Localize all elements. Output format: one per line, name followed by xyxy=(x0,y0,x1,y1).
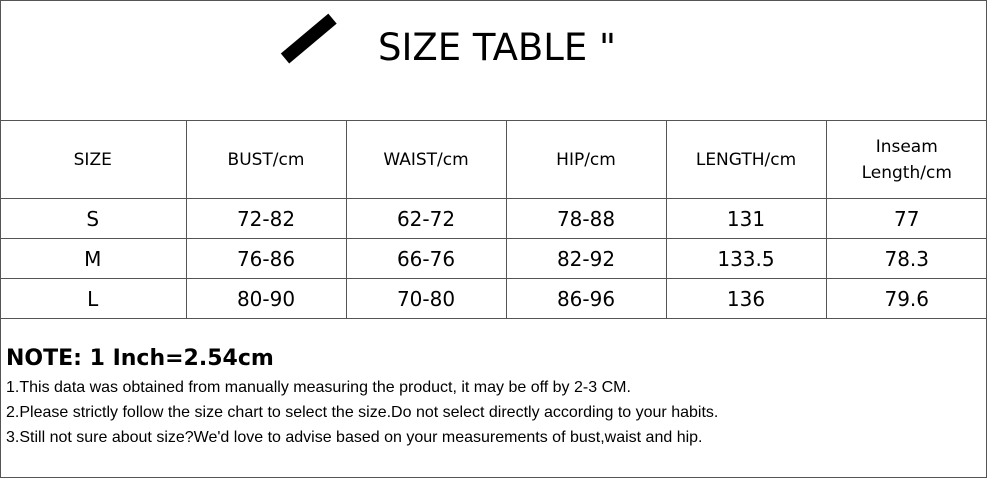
table-cell: 62-72 xyxy=(345,198,507,239)
note-line: 1.This data was obtained from manually m… xyxy=(6,379,631,396)
page-title: SIZE TABLE " xyxy=(378,26,617,69)
header-cell: BUST/cm xyxy=(185,120,347,199)
table-cell: 66-76 xyxy=(345,238,507,279)
header-cell: Inseam Length/cm xyxy=(825,120,987,199)
header-cell: SIZE xyxy=(0,120,187,199)
note-line: 3.Still not sure about size?We'd love to… xyxy=(6,429,703,446)
header-cell: LENGTH/cm xyxy=(665,120,827,199)
note-line: 2.Please strictly follow the size chart … xyxy=(6,404,719,421)
table-cell: 78.3 xyxy=(825,238,987,279)
table-cell: 79.6 xyxy=(825,278,987,319)
table-cell: 136 xyxy=(665,278,827,319)
table-header-row: SIZE BUST/cm WAIST/cm HIP/cm LENGTH/cm I… xyxy=(0,120,987,199)
table-row: M 76-86 66-76 82-92 133.5 78.3 xyxy=(0,238,987,279)
table-cell: 133.5 xyxy=(665,238,827,279)
size-table: SIZE BUST/cm WAIST/cm HIP/cm LENGTH/cm I… xyxy=(0,120,987,319)
table-cell: L xyxy=(0,278,187,319)
header-cell: HIP/cm xyxy=(505,120,667,199)
table-cell: 70-80 xyxy=(345,278,507,319)
title-area: SIZE TABLE " xyxy=(0,0,987,120)
table-cell: 82-92 xyxy=(505,238,667,279)
table-cell: 72-82 xyxy=(185,198,347,239)
table-cell: 76-86 xyxy=(185,238,347,279)
header-cell: WAIST/cm xyxy=(345,120,507,199)
table-cell: 131 xyxy=(665,198,827,239)
table-cell: 80-90 xyxy=(185,278,347,319)
table-cell: 86-96 xyxy=(505,278,667,319)
slash-decoration-icon xyxy=(280,13,337,64)
table-row: S 72-82 62-72 78-88 131 77 xyxy=(0,198,987,239)
table-cell: S xyxy=(0,198,187,239)
notes-section: NOTE: 1 Inch=2.54cm 1.This data was obta… xyxy=(6,346,718,450)
table-cell: M xyxy=(0,238,187,279)
note-title: NOTE: 1 Inch=2.54cm xyxy=(6,346,274,371)
table-row: L 80-90 70-80 86-96 136 79.6 xyxy=(0,278,987,319)
table-cell: 77 xyxy=(825,198,987,239)
table-cell: 78-88 xyxy=(505,198,667,239)
